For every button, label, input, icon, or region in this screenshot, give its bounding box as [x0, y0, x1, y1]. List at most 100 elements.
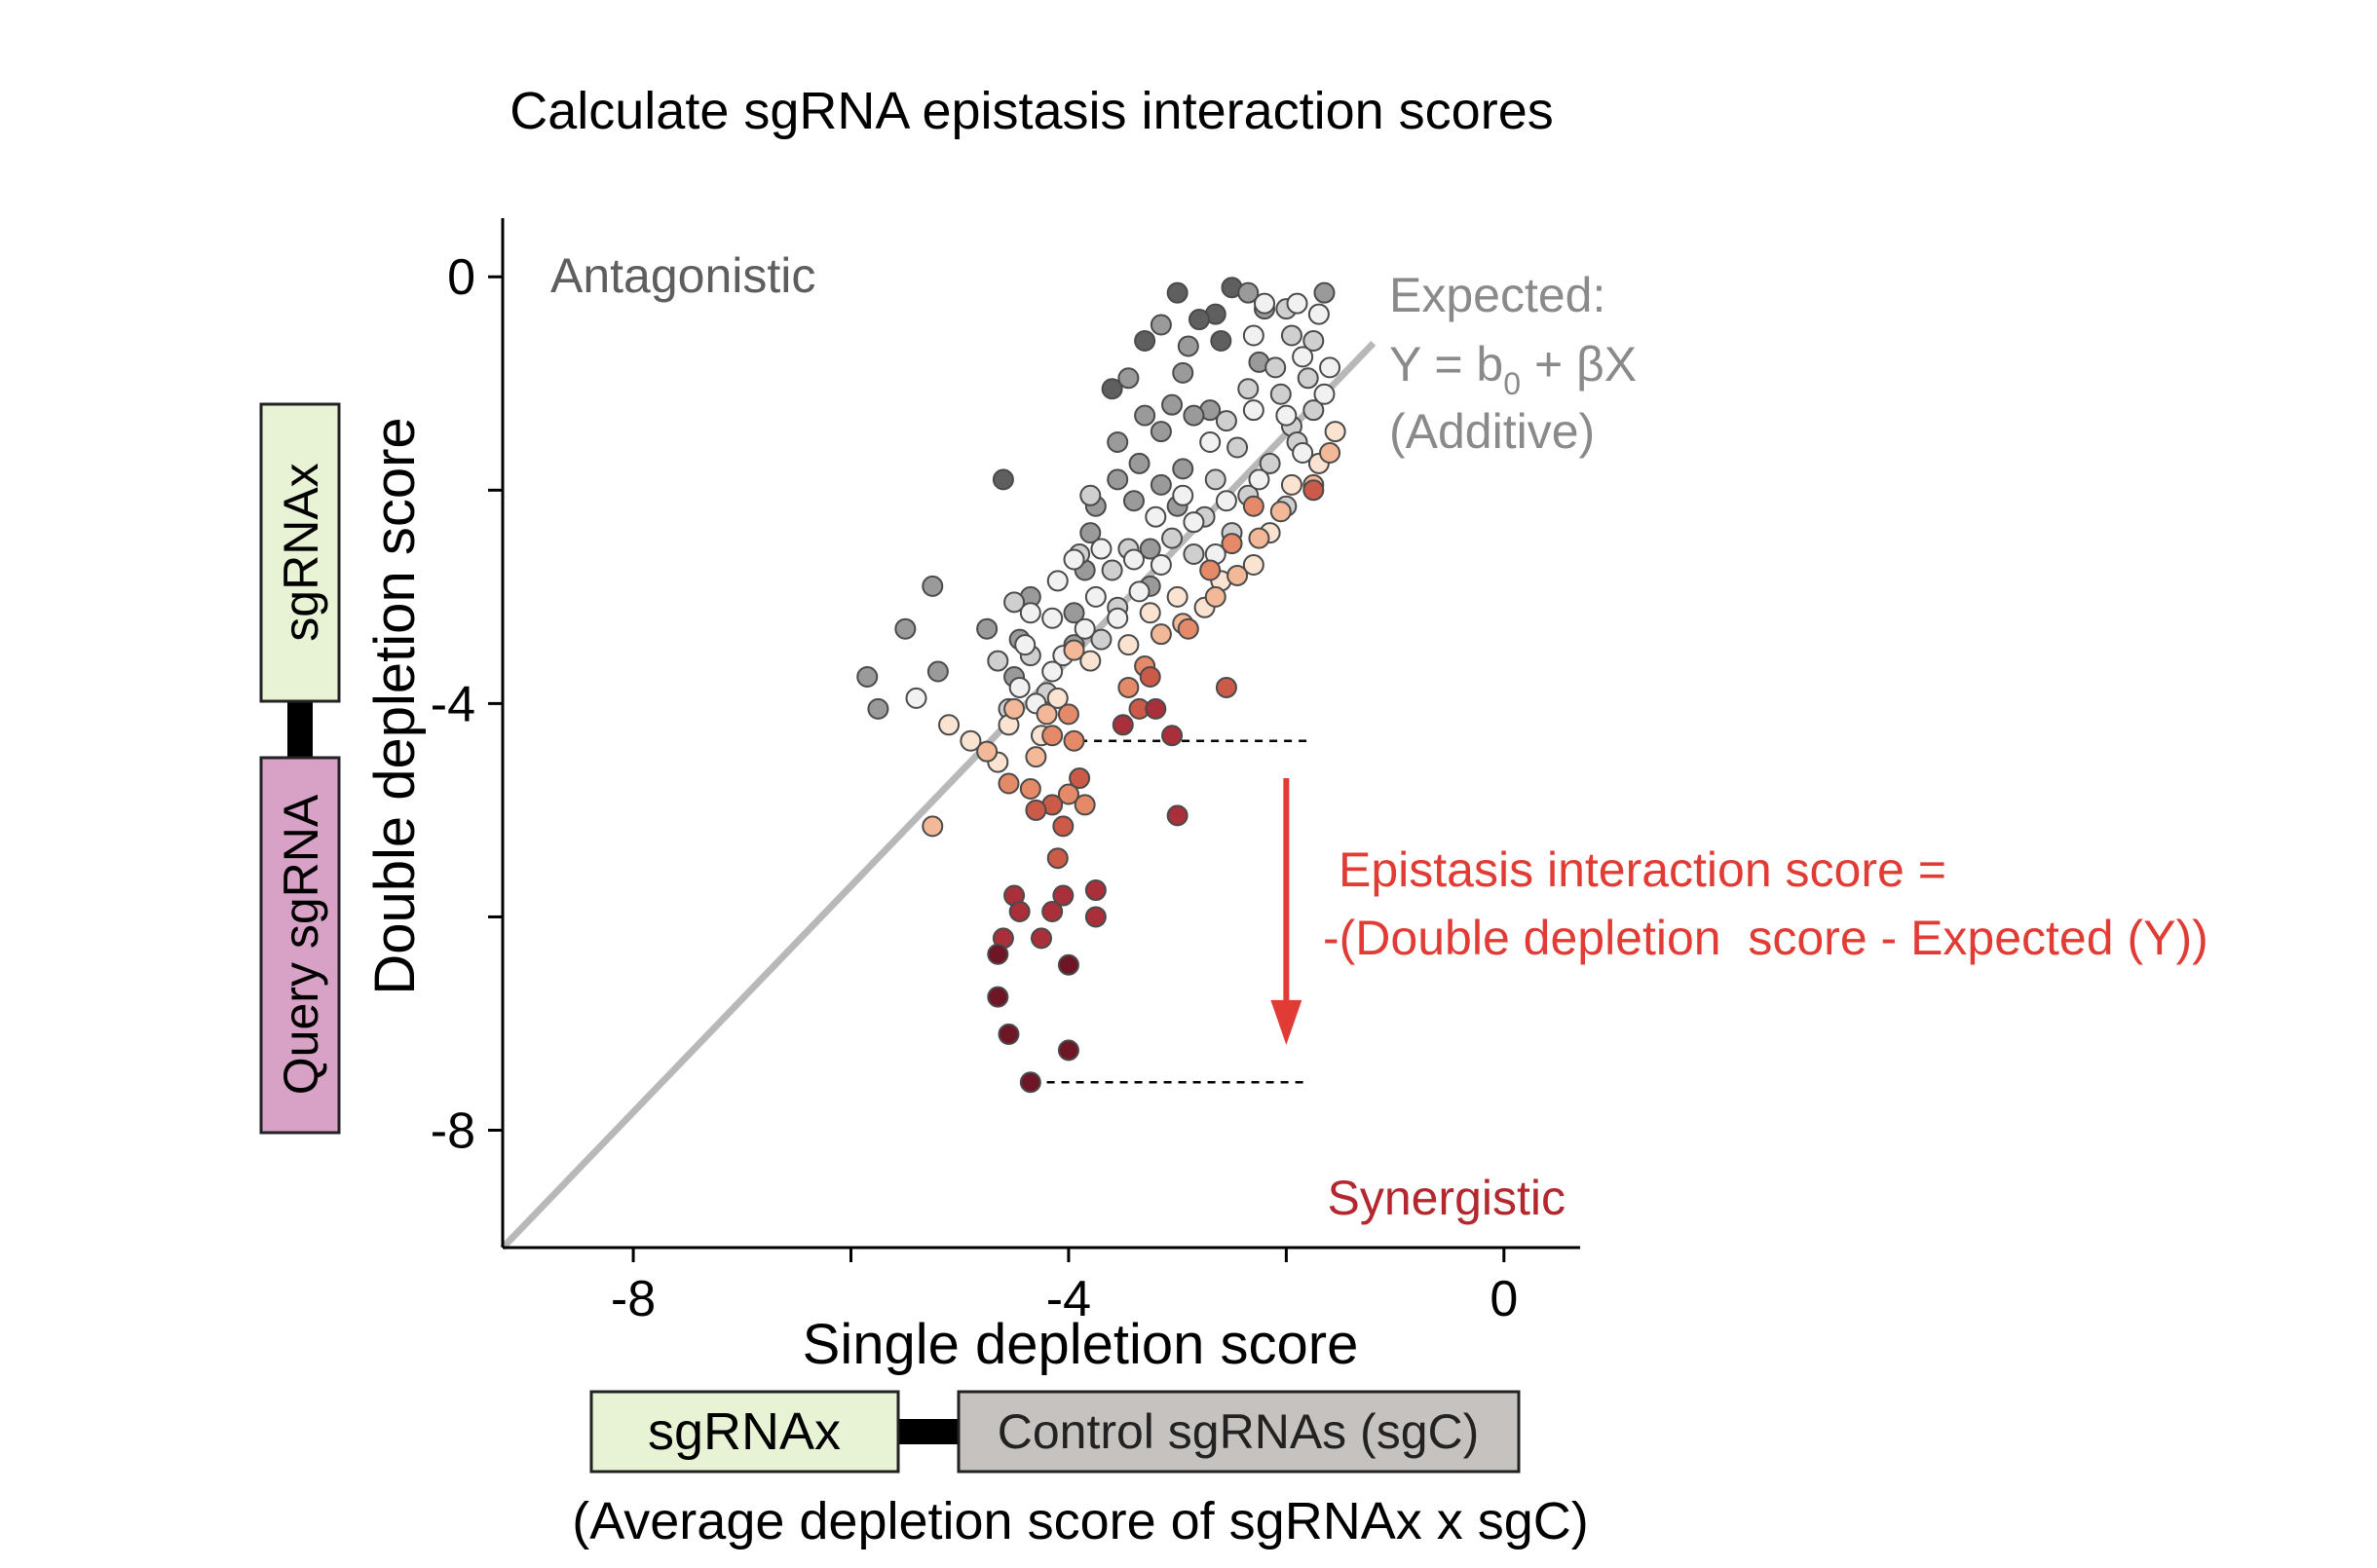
data-point-86 — [1248, 468, 1270, 491]
data-point-169 — [1008, 900, 1031, 922]
data-point-142 — [1199, 559, 1222, 581]
data-point-175 — [1057, 953, 1079, 976]
data-point-0 — [1166, 281, 1188, 304]
data-point-116 — [1166, 585, 1188, 608]
data-point-90 — [1145, 505, 1167, 528]
data-point-128 — [1269, 501, 1292, 523]
data-point-150 — [1063, 729, 1085, 752]
data-point-33 — [894, 617, 917, 640]
data-point-19 — [1183, 404, 1205, 427]
data-point-108 — [905, 687, 927, 709]
data-point-14 — [1117, 367, 1140, 390]
data-point-5 — [1210, 329, 1232, 352]
data-point-126 — [1319, 441, 1341, 464]
data-point-23 — [1172, 458, 1194, 480]
data-point-161 — [1215, 676, 1237, 698]
data-point-179 — [1019, 1071, 1041, 1094]
guide-layer — [1046, 739, 1308, 1084]
data-point-165 — [1166, 804, 1188, 827]
data-point-48 — [1297, 367, 1319, 390]
epistasis-formula-line2: -(Double depletion score - Expected (Y)) — [1323, 911, 2208, 965]
data-point-105 — [1041, 660, 1064, 683]
data-point-42 — [1063, 602, 1085, 624]
data-point-145 — [1117, 676, 1140, 698]
expected-formula-suffix: + βX — [1521, 337, 1637, 392]
data-point-55 — [1259, 452, 1281, 474]
data-point-167 — [1052, 884, 1075, 907]
data-point-45 — [1280, 324, 1302, 347]
data-point-130 — [1226, 564, 1249, 586]
data-point-17 — [1134, 404, 1156, 427]
data-point-151 — [1057, 783, 1079, 805]
expected-formula-prefix: Y = b — [1389, 337, 1503, 392]
data-point-15 — [1172, 361, 1194, 384]
data-point-39 — [867, 697, 889, 720]
data-point-162 — [1112, 714, 1134, 736]
x-ticks: -8 -4 0 — [611, 1248, 1518, 1327]
x-axis-label: Single depletion score — [803, 1313, 1359, 1376]
data-point-129 — [1248, 527, 1270, 549]
data-point-94 — [1090, 538, 1113, 560]
data-point-88 — [1215, 490, 1237, 512]
data-point-141 — [1221, 533, 1243, 555]
data-point-123 — [938, 714, 961, 736]
data-point-152 — [1074, 794, 1096, 816]
expected-formula-subscript: 0 — [1503, 366, 1521, 401]
epistasis-formula-line1: Epistasis interaction score = — [1339, 842, 1946, 897]
data-point-177 — [998, 1023, 1020, 1045]
y-axis-label: Double depletion score — [363, 417, 427, 994]
data-point-7 — [992, 468, 1014, 491]
data-point-147 — [1041, 725, 1064, 747]
data-point-113 — [1242, 553, 1264, 576]
data-point-117 — [1139, 602, 1161, 624]
chart-title: Calculate sgRNA epistasis interaction sc… — [509, 82, 1553, 140]
expected-formula: Y = b0 + βX — [1389, 337, 1637, 401]
data-point-25 — [1150, 473, 1172, 496]
data-point-76 — [1286, 292, 1308, 315]
antagonistic-label: Antagonistic — [550, 248, 815, 303]
expected-label: Expected: — [1389, 268, 1605, 322]
vertical-construct: sgRNAx Query sgRNA — [259, 402, 341, 1135]
x-tick-label-4: 0 — [1490, 1271, 1518, 1327]
data-point-34 — [976, 617, 999, 640]
data-point-170 — [1041, 900, 1064, 922]
horizontal-linker — [898, 1419, 959, 1444]
data-point-135 — [1025, 746, 1047, 768]
data-point-171 — [1084, 906, 1107, 928]
data-point-81 — [1242, 399, 1264, 422]
horizontal-sgrnax-label: sgRNAx — [648, 1402, 841, 1461]
data-point-104 — [1014, 634, 1037, 656]
data-point-164 — [1161, 725, 1184, 747]
data-point-172 — [1031, 927, 1052, 950]
data-point-73 — [1090, 628, 1113, 651]
data-point-49 — [1269, 383, 1292, 405]
data-point-158 — [1069, 767, 1091, 790]
data-point-89 — [1183, 511, 1205, 534]
data-point-134 — [1063, 639, 1085, 661]
data-point-139 — [1003, 697, 1026, 720]
axes — [501, 218, 1580, 1250]
data-point-140 — [1242, 495, 1264, 517]
horizontal-control-label: Control sgRNAs (sgC) — [998, 1404, 1480, 1459]
y-tick-label-0: 0 — [447, 249, 475, 306]
data-point-6 — [1101, 378, 1123, 400]
data-point-163 — [1145, 697, 1167, 720]
data-point-109 — [1324, 421, 1346, 443]
data-point-143 — [1177, 617, 1199, 640]
data-point-62 — [1183, 543, 1205, 566]
data-point-77 — [1307, 303, 1330, 325]
data-point-95 — [1063, 548, 1085, 571]
epistasis-arrow-head — [1270, 999, 1302, 1045]
data-point-37 — [926, 660, 949, 683]
data-point-80 — [1319, 356, 1341, 379]
data-point-57 — [1204, 468, 1226, 491]
additive-label: (Additive) — [1389, 404, 1595, 459]
vertical-linker — [287, 699, 313, 760]
scatter-points — [856, 277, 1346, 1094]
vertical-sgrnax-box — [259, 402, 341, 703]
data-point-138 — [1036, 703, 1058, 726]
data-point-8 — [1237, 281, 1260, 304]
data-point-82 — [1313, 383, 1336, 405]
data-point-51 — [1237, 378, 1260, 400]
data-point-20 — [1150, 421, 1172, 443]
